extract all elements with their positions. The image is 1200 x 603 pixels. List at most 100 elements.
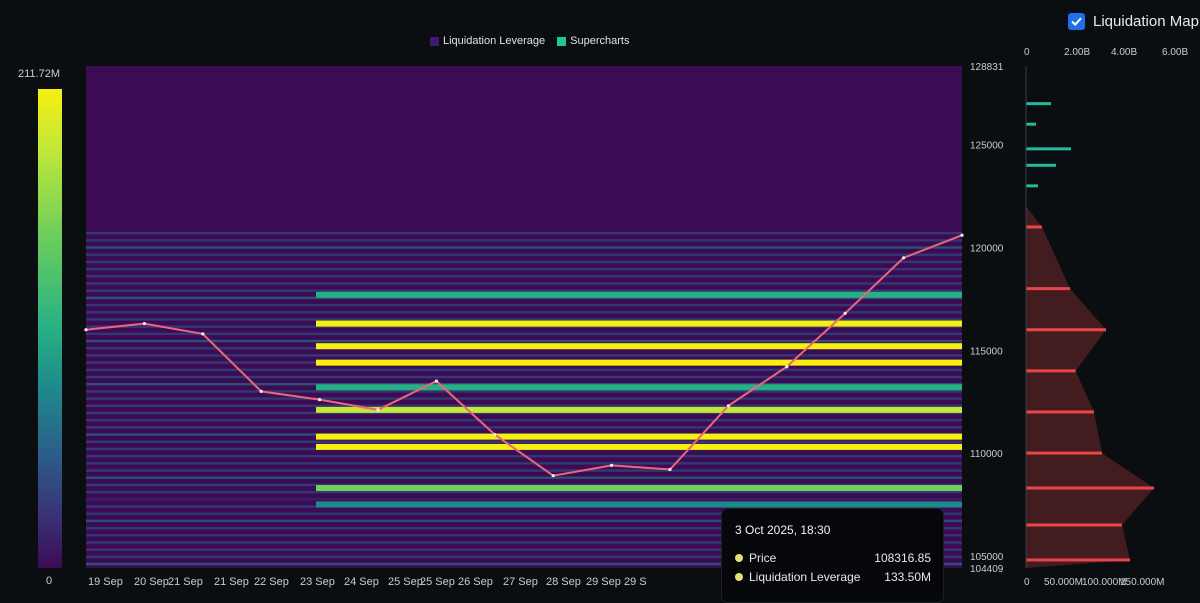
color-scale-max-label: 211.72M [18, 68, 60, 80]
legend-label: Supercharts [570, 35, 630, 47]
heatmap-band [86, 498, 962, 501]
heatmap-band [86, 562, 962, 566]
y-tick-label: 104409 [970, 564, 1004, 575]
heatmap-band [86, 390, 962, 393]
side-top-tick-label: 2.00B [1064, 47, 1090, 58]
tooltip-value: 133.50M [884, 570, 931, 584]
x-tick-label: 26 Sep [458, 576, 493, 588]
price-point [84, 328, 88, 332]
price-dot-icon [735, 554, 743, 562]
legend-label: Liquidation Leverage [443, 35, 546, 47]
legend-item-supercharts[interactable]: Supercharts [557, 35, 629, 47]
heatmap-band [86, 476, 962, 479]
liquidation-band [316, 406, 962, 413]
legend-swatch-liquidation [430, 36, 439, 46]
x-tick-label: 29 S [624, 576, 647, 588]
y-tick-label: 120000 [970, 244, 1004, 255]
heatmap-band [86, 534, 962, 537]
long-liquidation-bar [1026, 451, 1102, 455]
price-point [259, 389, 263, 394]
x-tick-label: 19 Sep [88, 576, 123, 588]
heatmap-band [86, 275, 962, 278]
tooltip-title: 3 Oct 2025, 18:30 [735, 523, 831, 537]
x-tick-label: 27 Sep [503, 576, 538, 588]
heatmap-band [86, 440, 962, 443]
heatmap-band [86, 469, 962, 472]
liquidation-band [316, 343, 962, 350]
tooltip-label: Price [749, 551, 777, 565]
checkbox-checked-icon[interactable] [1068, 13, 1085, 30]
leverage-dot-icon [735, 573, 743, 581]
heatmap-band [86, 397, 962, 400]
heatmap-band [86, 354, 962, 357]
heatmap-band [86, 418, 962, 422]
cumulative-long-area [1026, 206, 1154, 568]
y-tick-label: 105000 [970, 552, 1004, 563]
tooltip-row-leverage: Liquidation Leverage 133.50M [735, 570, 931, 584]
heatmap-band [86, 375, 962, 379]
tooltip-label: Liquidation Leverage [749, 570, 861, 584]
price-point [376, 408, 380, 412]
y-tick-label: 125000 [970, 141, 1004, 152]
liquidation-band [316, 433, 962, 440]
x-tick-label: 25 Sep [420, 576, 455, 588]
short-liquidation-bar [1026, 122, 1036, 126]
liquidation-band [316, 320, 962, 327]
color-scale-min-label: 0 [46, 575, 53, 587]
long-liquidation-bar [1026, 486, 1154, 490]
heatmap-band [86, 303, 962, 307]
heatmap-band [86, 555, 962, 559]
liquidation-band [316, 501, 962, 508]
liquidation-band [316, 384, 962, 391]
side-bottom-tick-label: 50.000M [1044, 577, 1083, 588]
price-point [551, 474, 555, 478]
long-liquidation-bar [1026, 328, 1106, 332]
long-liquidation-bar [1026, 287, 1070, 291]
price-series-line [85, 234, 963, 477]
x-tick-label: 21 Sep [214, 576, 249, 588]
long-liquidation-bar [1026, 523, 1122, 527]
price-point [902, 256, 906, 260]
price-point [785, 365, 789, 369]
price-point [493, 432, 497, 437]
price-point [434, 379, 438, 383]
price-point [610, 463, 614, 468]
heatmap-band [86, 483, 962, 487]
liquidation-band [316, 291, 962, 298]
hover-tooltip: 3 Oct 2025, 18:30 Price 108316.85 Liquid… [721, 508, 944, 603]
liquidation-band [316, 443, 962, 450]
x-tick-label: 21 Sep [168, 576, 203, 588]
y-tick-label: 115000 [970, 346, 1003, 357]
heatmap-band [86, 462, 962, 465]
y-tick-label: 110000 [970, 449, 1003, 460]
x-tick-label: 22 Sep [254, 576, 289, 588]
side-top-tick-label: 0 [1024, 47, 1030, 58]
liquidation-map-toggle[interactable]: Liquidation Map [1068, 13, 1199, 30]
long-liquidation-bar [1026, 225, 1042, 229]
short-liquidation-bar [1026, 147, 1071, 151]
heatmap-band [86, 332, 962, 336]
heatmap-band [86, 289, 962, 292]
long-liquidation-bar [1026, 410, 1094, 414]
heatmap-band [86, 526, 962, 530]
heatmap-band [86, 404, 962, 407]
long-liquidation-bar [1026, 369, 1076, 373]
heatmap-band [86, 311, 962, 314]
price-point [142, 321, 146, 326]
price-point [843, 311, 847, 315]
heatmap-band [86, 239, 962, 242]
price-point [668, 467, 672, 472]
heatmap-band [86, 368, 962, 372]
legend-item-liquidation-leverage[interactable]: Liquidation Leverage [430, 35, 545, 47]
heatmap-band [86, 253, 962, 256]
side-bottom-tick-label: 100.000M [1082, 577, 1126, 588]
heatmap-band [86, 325, 962, 328]
heatmap-band [86, 548, 962, 551]
liquidation-map-label: Liquidation Map [1093, 13, 1199, 30]
x-tick-label: 20 Sep [134, 576, 169, 588]
heatmap-band [86, 246, 962, 249]
x-tick-label: 28 Sep [546, 576, 581, 588]
heatmap-band [86, 411, 962, 415]
x-tick-label: 29 Sep [586, 576, 621, 588]
side-top-tick-label: 4.00B [1111, 47, 1137, 58]
